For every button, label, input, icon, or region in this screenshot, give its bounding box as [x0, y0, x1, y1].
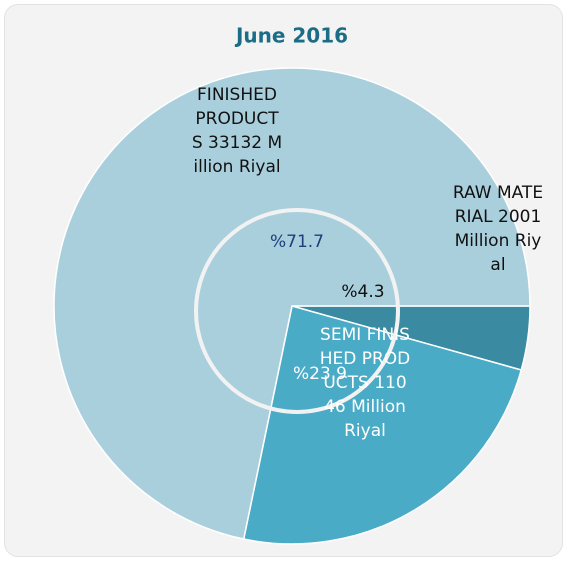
pie-slice [242, 305, 523, 545]
unit-label: Million Riyal [193, 133, 283, 177]
value-label: 2001 [498, 207, 542, 227]
unit-label: Million Riyal [454, 231, 542, 275]
percent-label: %23.9 [293, 364, 347, 384]
percent-label: %4.3 [341, 282, 384, 302]
value-label: 11046 [324, 373, 407, 417]
category-label: FINISHED PRODUCTS [191, 85, 279, 153]
percent-label: %71.7 [270, 232, 324, 252]
slice-label: RAW MATERIAL 2001 Million Riyal [452, 181, 544, 277]
slice-label: SEMI FINISHED PRODUCTS 11046 Million Riy… [319, 323, 411, 443]
pie-slice [53, 67, 531, 540]
category-label: SEMI FINISHED PRODUCTS [319, 325, 411, 393]
chart-title: June 2016 [234, 24, 348, 48]
slice-label: FINISHED PRODUCTS 33132 Million Riyal [191, 83, 283, 179]
inner-ring [194, 208, 400, 414]
value-label: 33132 [208, 133, 263, 153]
unit-label: Million Riyal [344, 397, 406, 441]
category-label: RAW MATERIAL [452, 183, 544, 227]
